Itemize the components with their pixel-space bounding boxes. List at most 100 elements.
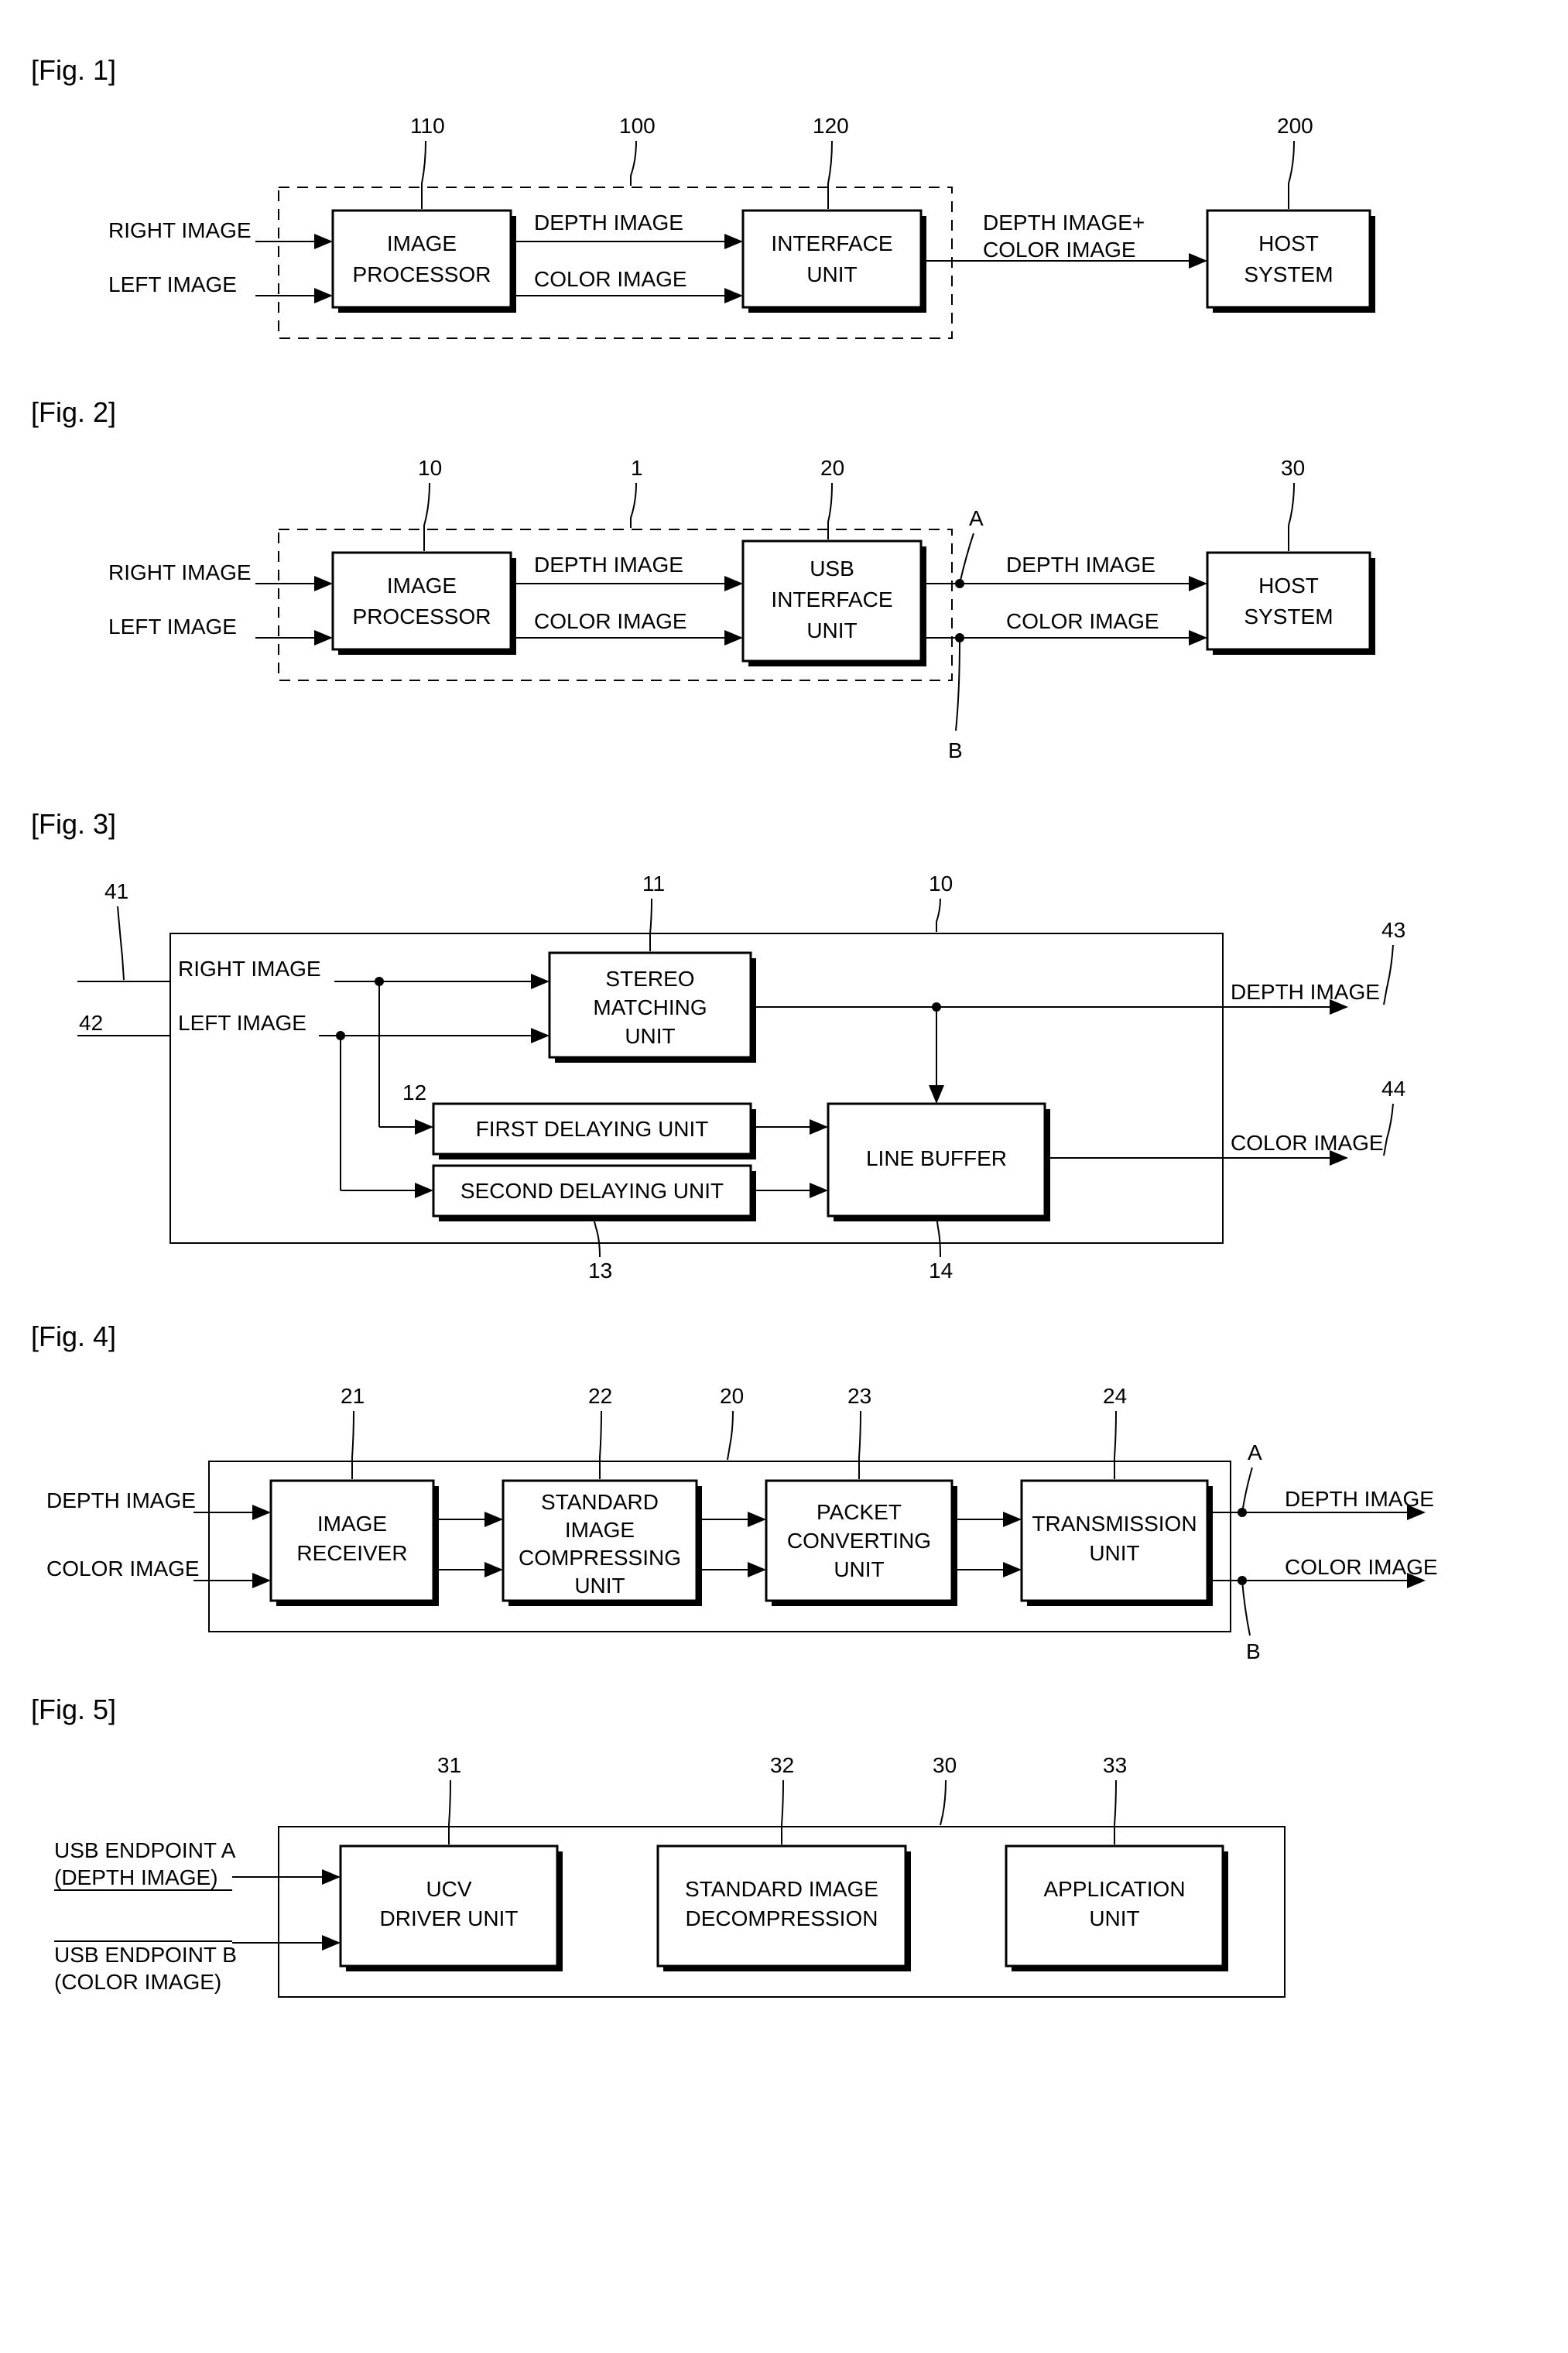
fig4-color-out: COLOR IMAGE	[1285, 1555, 1438, 1579]
fig5-ref30: 30	[933, 1753, 957, 1777]
fig2-usb-3: UNIT	[806, 618, 857, 642]
fig5-epA-2: (DEPTH IMAGE)	[54, 1865, 218, 1889]
fig2-ref30: 30	[1281, 456, 1305, 480]
fig1-depth: DEPTH IMAGE	[534, 211, 683, 235]
fig2-usb-2: INTERFACE	[771, 587, 892, 611]
fig3-stereo-2: MATCHING	[593, 995, 707, 1019]
fig3-ref14: 14	[929, 1259, 953, 1283]
fig1-iface-1: INTERFACE	[771, 231, 892, 255]
fig4-b: B	[1246, 1639, 1261, 1663]
fig4-recv-1: IMAGE	[317, 1512, 387, 1536]
fig2-proc-1: IMAGE	[387, 574, 457, 598]
fig2-ref20: 20	[820, 456, 844, 480]
fig5-title: [Fig. 5]	[31, 1694, 1537, 1726]
fig4-trans-1: TRANSMISSION	[1032, 1512, 1197, 1536]
fig1-host-1: HOST	[1258, 231, 1319, 255]
fig3-line-buffer: LINE BUFFER	[866, 1146, 1007, 1170]
fig4-ref23: 23	[847, 1384, 871, 1408]
fig5-ucv-1: UCV	[426, 1877, 471, 1901]
fig5-ucv-2: DRIVER UNIT	[380, 1906, 519, 1930]
fig2-proc-2: PROCESSOR	[353, 605, 491, 628]
fig2-usb-1: USB	[810, 557, 854, 581]
fig5-ref33: 33	[1103, 1753, 1127, 1777]
fig4-trans-2: UNIT	[1089, 1541, 1139, 1565]
fig3-right: RIGHT IMAGE	[178, 957, 321, 981]
fig1-title: [Fig. 1]	[31, 54, 1537, 87]
fig5-ref32: 32	[770, 1753, 794, 1777]
fig4-title: [Fig. 4]	[31, 1320, 1537, 1353]
fig1-ref110: 110	[410, 114, 445, 138]
fig2-a: A	[969, 506, 984, 530]
fig2-depth: DEPTH IMAGE	[534, 553, 683, 577]
fig2-title: [Fig. 2]	[31, 396, 1537, 429]
fig3-stereo-3: UNIT	[625, 1024, 675, 1048]
fig4-depth-in: DEPTH IMAGE	[46, 1488, 196, 1512]
fig4-ref22: 22	[588, 1384, 612, 1408]
fig4-a: A	[1248, 1440, 1262, 1464]
fig5-decomp-2: DECOMPRESSION	[686, 1906, 878, 1930]
fig4-pkt-3: UNIT	[834, 1557, 884, 1581]
fig5-ref31: 31	[437, 1753, 461, 1777]
fig2-diagram: IMAGE PROCESSOR USB INTERFACE UNIT HOST …	[31, 444, 1501, 777]
fig4-diagram: IMAGE RECEIVER STANDARD IMAGE COMPRESSIN…	[31, 1368, 1501, 1663]
fig2-color: COLOR IMAGE	[534, 609, 687, 633]
fig5-epB-2: (COLOR IMAGE)	[54, 1970, 221, 1994]
fig4-ref21: 21	[341, 1384, 365, 1408]
fig2-b: B	[948, 738, 963, 762]
fig3-title: [Fig. 3]	[31, 808, 1537, 841]
fig4-color-in: COLOR IMAGE	[46, 1557, 200, 1581]
fig4-comp-2: IMAGE	[565, 1518, 635, 1542]
fig3-left: LEFT IMAGE	[178, 1011, 306, 1035]
fig3-stereo-1: STEREO	[605, 967, 694, 991]
fig4-depth-out: DEPTH IMAGE	[1285, 1487, 1434, 1511]
fig3-ref42: 42	[79, 1011, 103, 1035]
fig1-proc-1: IMAGE	[387, 231, 457, 255]
fig1-ref200: 200	[1277, 114, 1313, 138]
fig1-right: RIGHT IMAGE	[108, 218, 252, 242]
fig5-app-1: APPLICATION	[1043, 1877, 1185, 1901]
fig3-ref11: 11	[642, 872, 665, 896]
fig4-comp-3: COMPRESSING	[519, 1546, 681, 1570]
fig4-comp-4: UNIT	[574, 1574, 625, 1598]
fig3-diagram: STEREO MATCHING UNIT FIRST DELAYING UNIT…	[31, 856, 1501, 1290]
fig5-epB-1: USB ENDPOINT B	[54, 1943, 237, 1967]
fig3-ref10: 10	[929, 872, 953, 896]
fig3-depth: DEPTH IMAGE	[1231, 980, 1380, 1004]
fig2-right: RIGHT IMAGE	[108, 560, 252, 584]
fig4-comp-1: STANDARD	[541, 1490, 659, 1514]
fig4-ref24: 24	[1103, 1384, 1127, 1408]
fig5-diagram: UCV DRIVER UNIT STANDARD IMAGE DECOMPRES…	[31, 1742, 1501, 2036]
fig3-ref12: 12	[402, 1081, 426, 1105]
fig5-app-2: UNIT	[1089, 1906, 1139, 1930]
fig1-out1: DEPTH IMAGE+	[983, 211, 1145, 235]
fig3-first-delay: FIRST DELAYING UNIT	[476, 1117, 709, 1141]
fig5-epA-1: USB ENDPOINT A	[54, 1838, 236, 1862]
fig1-ref120: 120	[813, 114, 849, 138]
fig5-decomp-1: STANDARD IMAGE	[685, 1877, 878, 1901]
fig3-color: COLOR IMAGE	[1231, 1131, 1384, 1155]
fig1-diagram: IMAGE PROCESSOR INTERFACE UNIT HOST SYST…	[31, 102, 1501, 365]
fig4-pkt-1: PACKET	[817, 1500, 902, 1524]
fig3-ref43: 43	[1381, 918, 1405, 942]
fig3-second-delay: SECOND DELAYING UNIT	[460, 1179, 724, 1203]
fig3-ref41: 41	[104, 879, 128, 903]
fig1-out2: COLOR IMAGE	[983, 238, 1136, 262]
fig1-ref100: 100	[619, 114, 656, 138]
fig2-ref1: 1	[631, 456, 643, 480]
fig4-ref20: 20	[720, 1384, 744, 1408]
fig2-host-2: SYSTEM	[1244, 605, 1333, 628]
fig4-pkt-2: CONVERTING	[787, 1529, 931, 1553]
fig1-iface-2: UNIT	[806, 262, 857, 286]
fig2-ref10: 10	[418, 456, 442, 480]
fig1-color: COLOR IMAGE	[534, 267, 687, 291]
fig3-ref13: 13	[588, 1259, 612, 1283]
fig2-host-1: HOST	[1258, 574, 1319, 598]
fig1-host-2: SYSTEM	[1244, 262, 1333, 286]
fig4-recv-2: RECEIVER	[296, 1541, 407, 1565]
fig1-proc-2: PROCESSOR	[353, 262, 491, 286]
fig1-left: LEFT IMAGE	[108, 272, 237, 296]
fig2-left: LEFT IMAGE	[108, 615, 237, 639]
fig2-out-color: COLOR IMAGE	[1006, 609, 1159, 633]
fig3-ref44: 44	[1381, 1077, 1405, 1101]
fig2-out-depth: DEPTH IMAGE	[1006, 553, 1155, 577]
